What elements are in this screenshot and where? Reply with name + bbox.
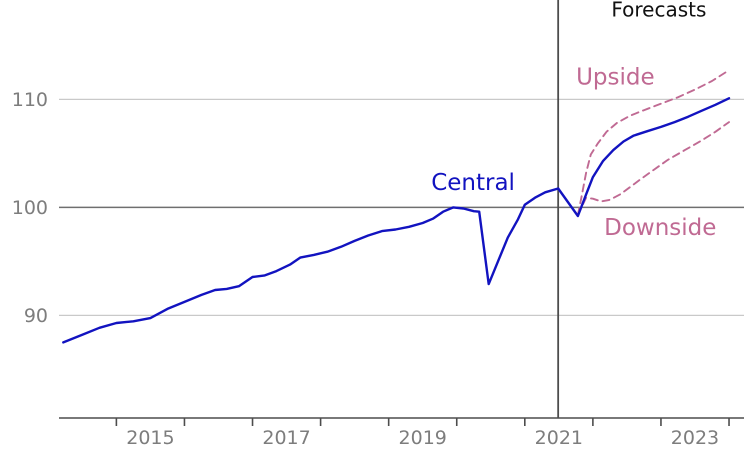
y-tick-label-110: 110 (12, 89, 48, 111)
upside-label: Upside (576, 65, 655, 91)
downside-label: Downside (604, 215, 716, 241)
x-tick-label-2017: 2017 (262, 427, 310, 449)
y-tick-label-100: 100 (12, 197, 48, 219)
upside-line (576, 69, 730, 216)
central-line (62, 97, 731, 344)
central-label: Central (431, 170, 515, 196)
x-tick-label-2019: 2019 (399, 427, 447, 449)
y-tick-label-90: 90 (24, 305, 48, 327)
x-tick-label-2021: 2021 (535, 427, 583, 449)
downside-line (576, 121, 730, 216)
x-tick-label-2023: 2023 (671, 427, 719, 449)
forecasts-label: Forecasts (611, 0, 706, 22)
x-tick-label-2015: 2015 (126, 427, 174, 449)
